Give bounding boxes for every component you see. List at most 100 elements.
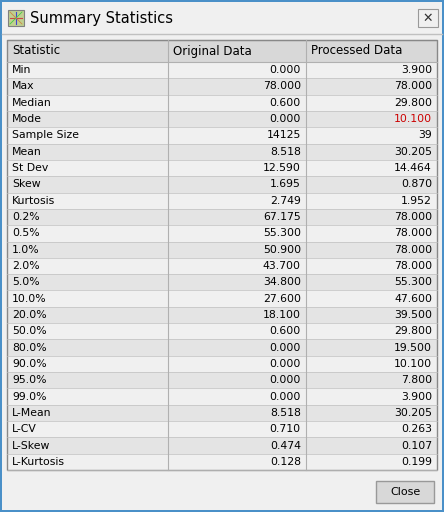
Text: 7.800: 7.800 — [401, 375, 432, 385]
Text: 78.000: 78.000 — [263, 81, 301, 92]
Text: Processed Data: Processed Data — [311, 45, 402, 57]
Bar — [8, 10, 24, 26]
Bar — [7, 62, 437, 78]
Bar — [7, 274, 437, 290]
Text: Original Data: Original Data — [173, 45, 252, 57]
Text: 0.000: 0.000 — [270, 392, 301, 401]
Bar — [7, 40, 437, 62]
Text: 0.263: 0.263 — [401, 424, 432, 434]
Text: 30.205: 30.205 — [394, 408, 432, 418]
Text: 10.0%: 10.0% — [12, 294, 47, 304]
Text: 0.107: 0.107 — [401, 440, 432, 451]
Text: 80.0%: 80.0% — [12, 343, 47, 353]
Text: 29.800: 29.800 — [394, 98, 432, 108]
Text: ✕: ✕ — [423, 11, 433, 25]
Text: 0.2%: 0.2% — [12, 212, 40, 222]
Bar — [7, 404, 437, 421]
Text: 0.600: 0.600 — [270, 326, 301, 336]
Text: 5.0%: 5.0% — [12, 278, 40, 287]
Text: 0.000: 0.000 — [270, 343, 301, 353]
Text: 1.695: 1.695 — [270, 179, 301, 189]
Bar — [7, 339, 437, 356]
Text: 0.000: 0.000 — [270, 65, 301, 75]
Text: 0.600: 0.600 — [270, 98, 301, 108]
Text: 0.5%: 0.5% — [12, 228, 40, 239]
Bar — [7, 389, 437, 404]
Bar — [7, 127, 437, 143]
Bar — [7, 242, 437, 258]
Text: 14.464: 14.464 — [394, 163, 432, 173]
Text: 50.900: 50.900 — [263, 245, 301, 254]
Bar — [7, 307, 437, 323]
Text: 43.700: 43.700 — [263, 261, 301, 271]
Text: 2.0%: 2.0% — [12, 261, 40, 271]
Text: 10.100: 10.100 — [394, 114, 432, 124]
Text: Max: Max — [12, 81, 35, 92]
Text: 8.518: 8.518 — [270, 147, 301, 157]
Text: 0.474: 0.474 — [270, 440, 301, 451]
Text: Kurtosis: Kurtosis — [12, 196, 55, 206]
Text: 47.600: 47.600 — [394, 294, 432, 304]
Bar — [7, 95, 437, 111]
Text: 0.710: 0.710 — [270, 424, 301, 434]
Text: 55.300: 55.300 — [394, 278, 432, 287]
Text: 67.175: 67.175 — [263, 212, 301, 222]
Bar — [7, 290, 437, 307]
Bar — [7, 193, 437, 209]
Text: 34.800: 34.800 — [263, 278, 301, 287]
Text: Min: Min — [12, 65, 32, 75]
Text: 39: 39 — [418, 131, 432, 140]
Text: 78.000: 78.000 — [394, 245, 432, 254]
Bar — [7, 323, 437, 339]
Text: 99.0%: 99.0% — [12, 392, 47, 401]
Bar — [418, 9, 438, 27]
Text: 50.0%: 50.0% — [12, 326, 47, 336]
Text: 0.000: 0.000 — [270, 375, 301, 385]
Bar — [7, 356, 437, 372]
Text: Sample Size: Sample Size — [12, 131, 79, 140]
Text: 18.100: 18.100 — [263, 310, 301, 320]
Text: 78.000: 78.000 — [394, 261, 432, 271]
Text: Median: Median — [12, 98, 52, 108]
Text: 78.000: 78.000 — [394, 81, 432, 92]
Text: 1.952: 1.952 — [401, 196, 432, 206]
Text: 30.205: 30.205 — [394, 147, 432, 157]
Text: 20.0%: 20.0% — [12, 310, 47, 320]
Text: L-Skew: L-Skew — [12, 440, 50, 451]
Bar — [7, 437, 437, 454]
Text: 0.000: 0.000 — [270, 359, 301, 369]
Text: 0.000: 0.000 — [270, 114, 301, 124]
Bar — [7, 454, 437, 470]
Text: 12.590: 12.590 — [263, 163, 301, 173]
Bar — [7, 372, 437, 389]
Text: Statistic: Statistic — [12, 45, 60, 57]
Text: 2.749: 2.749 — [270, 196, 301, 206]
Text: L-Mean: L-Mean — [12, 408, 52, 418]
Text: 27.600: 27.600 — [263, 294, 301, 304]
Text: 1.0%: 1.0% — [12, 245, 40, 254]
Text: 14125: 14125 — [266, 131, 301, 140]
Text: 8.518: 8.518 — [270, 408, 301, 418]
Bar — [7, 111, 437, 127]
Text: 39.500: 39.500 — [394, 310, 432, 320]
Bar — [376, 481, 434, 503]
Bar — [7, 143, 437, 160]
Text: 19.500: 19.500 — [394, 343, 432, 353]
Text: L-Kurtosis: L-Kurtosis — [12, 457, 65, 467]
Bar — [7, 225, 437, 242]
Text: 90.0%: 90.0% — [12, 359, 47, 369]
Text: Summary Statistics: Summary Statistics — [30, 11, 173, 26]
Text: Skew: Skew — [12, 179, 40, 189]
Bar — [2, 2, 442, 34]
Text: St Dev: St Dev — [12, 163, 48, 173]
Text: 3.900: 3.900 — [401, 65, 432, 75]
Bar — [7, 160, 437, 176]
Bar — [7, 258, 437, 274]
Text: 78.000: 78.000 — [394, 228, 432, 239]
Bar — [7, 78, 437, 95]
Text: Mean: Mean — [12, 147, 42, 157]
Text: L-CV: L-CV — [12, 424, 37, 434]
Text: 0.128: 0.128 — [270, 457, 301, 467]
Bar — [7, 40, 437, 470]
Text: 10.100: 10.100 — [394, 359, 432, 369]
